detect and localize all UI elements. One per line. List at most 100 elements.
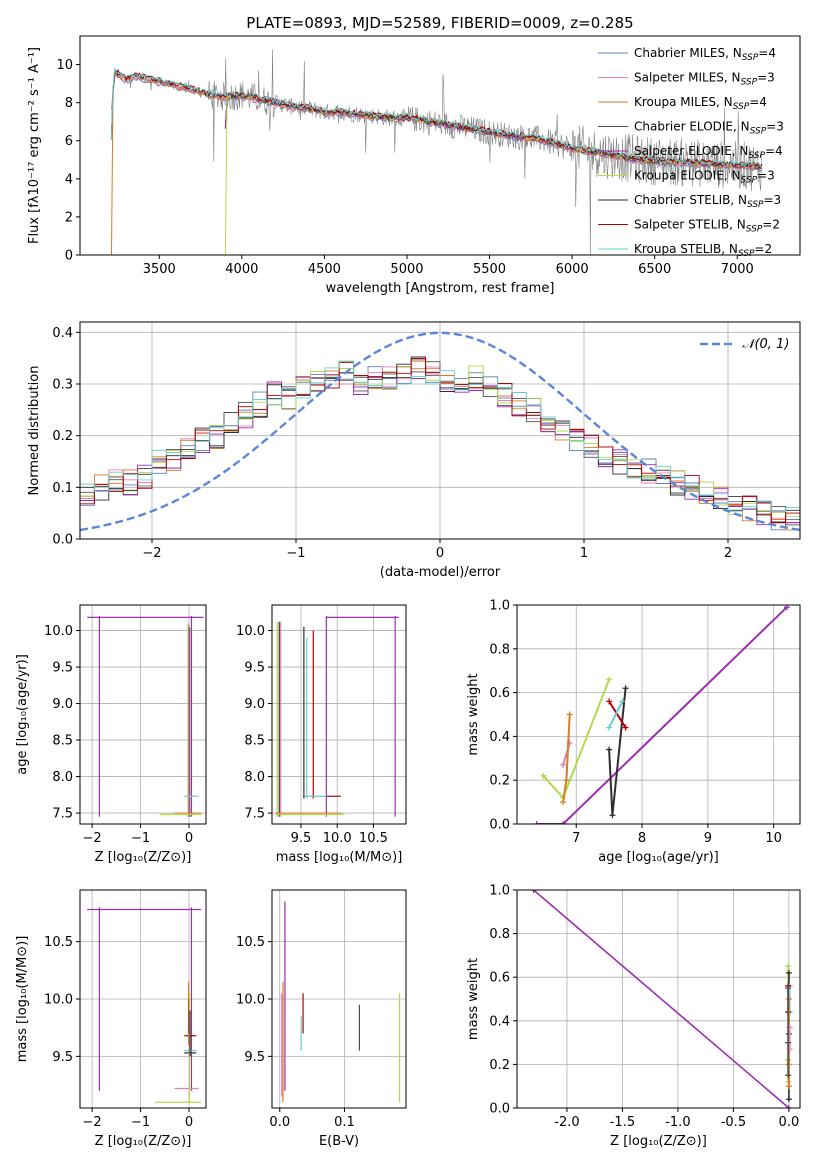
legend-subscript: SSP <box>747 200 764 210</box>
legend-entry: Chabrier MILES, NSSP=4 <box>634 46 776 63</box>
x-tick-label: −2 <box>83 1115 102 1130</box>
plus-marker <box>560 761 567 768</box>
x-tick-label: 0.1 <box>334 1115 355 1130</box>
plot-area <box>517 890 800 1108</box>
y-tick-label: 10.0 <box>44 993 73 1008</box>
x-tick-label: 4000 <box>225 262 258 277</box>
plus-marker <box>785 1105 792 1108</box>
plus-marker <box>530 890 537 893</box>
legend-entry: Kroupa STELIB, NSSP=2 <box>634 242 772 259</box>
plus-marker <box>533 821 540 824</box>
legend-text: Salpeter ELODIE, N <box>634 144 748 158</box>
x-tick-label: −1 <box>131 831 150 846</box>
x-tick-label: −2 <box>142 546 161 561</box>
x-tick-label: -0.5 <box>721 1115 746 1130</box>
plus-marker <box>785 985 792 992</box>
weight_vs_age-panel: 7 8 9 10 0.0 0.2 0.4 0.6 0.8 1.0 age [log₁₀(age/yr… <box>466 599 801 865</box>
weight-line-kroupa_stelib <box>608 700 624 729</box>
y-axis-label: Normed distribution <box>27 366 42 496</box>
y-tick-label: 9.5 <box>244 661 265 676</box>
legend-text: Kroupa MILES, N <box>634 95 733 109</box>
legend-text: Chabrier ELODIE, N <box>634 120 750 134</box>
plot-area <box>272 605 406 824</box>
x-tick-label: -2.0 <box>554 1115 579 1130</box>
plus-marker <box>566 711 573 718</box>
weight-line-salpeter_elodie <box>536 606 788 824</box>
axes-frame <box>79 35 801 256</box>
plot-area <box>272 890 406 1108</box>
x-tick-label: 0 <box>436 546 444 561</box>
spectrum-panel: 3500 4000 4500 5000 5500 6000 6500 7000 0 2 4 6 8 10 w… <box>27 35 801 296</box>
legend-count: =4 <box>758 46 776 60</box>
axes-frame <box>516 889 801 1109</box>
y-tick-label: 0.8 <box>489 927 510 942</box>
legend-count: =3 <box>766 120 784 134</box>
legend-count: =2 <box>762 218 780 232</box>
y-tick-label: 9.5 <box>52 1050 73 1065</box>
mass_vs_Z-panel: −2 −1 0 9.5 10.0 10.5 Z [log₁₀(Z/Z⊙)] mass [log… <box>15 889 207 1149</box>
y-tick-label: 1.0 <box>489 884 510 899</box>
x-tick-label: -1.0 <box>665 1115 690 1130</box>
y-tick-label: 0 <box>65 249 73 264</box>
y-tick-label: 10 <box>56 58 73 73</box>
weight-line-chabrier_stelib <box>608 688 627 816</box>
legend-subscript: SSP <box>748 151 765 161</box>
legend-entry: Chabrier STELIB, NSSP=3 <box>634 193 781 210</box>
y-tick-label: 1.0 <box>489 599 510 614</box>
mass_vs_ebv-panel: 0.0 0.1 9.5 10.0 10.5 E(B-V) <box>236 889 407 1149</box>
plus-marker <box>785 1072 792 1079</box>
model-spectrum-kroupa_stelib <box>110 68 763 168</box>
x-tick-label: 0 <box>185 831 193 846</box>
x-tick-label: 0.0 <box>269 1115 290 1130</box>
legend-entry: 𝒩(0, 1) <box>742 337 789 352</box>
y-tick-label: 10.0 <box>236 993 265 1008</box>
y-tick-label: 0.8 <box>489 642 510 657</box>
x-axis-label: Z [log₁₀(Z/Z⊙)] <box>610 1134 707 1149</box>
y-tick-label: 0.2 <box>489 1058 510 1073</box>
legend-subscript: SSP <box>742 53 759 63</box>
plus-marker <box>785 1083 792 1090</box>
y-tick-label: 0.4 <box>489 730 510 745</box>
plus-marker <box>609 812 616 819</box>
axes-frame <box>271 604 407 825</box>
y-tick-label: 8.0 <box>52 770 73 785</box>
x-tick-label: 10.0 <box>323 831 352 846</box>
legend-count: =2 <box>754 242 772 256</box>
y-tick-label: 0.4 <box>52 326 73 341</box>
y-tick-label: 9.0 <box>52 697 73 712</box>
plus-marker <box>785 969 792 976</box>
legend-subscript: SSP <box>733 102 750 112</box>
y-tick-label: 0.4 <box>489 1014 510 1029</box>
legend-text: Kroupa ELODIE, N <box>634 169 741 183</box>
y-tick-label: 6 <box>65 134 73 149</box>
weight_vs_Z-panel: -2.0 -1.5 -1.0 -0.5 0.0 0.0 0.2 0.4 0.6 0.8 1.0 Z [… <box>466 884 801 1149</box>
plot-area <box>80 890 206 1108</box>
plot-area <box>110 49 763 255</box>
plus-marker <box>606 698 613 705</box>
age_vs_mass-panel: 9.5 10.0 10.5 7.5 8.0 8.5 9.0 9.5 10.0 mass [log₁… <box>236 604 407 865</box>
y-tick-label: 2 <box>65 210 73 225</box>
y-tick-label: 0.0 <box>489 1102 510 1117</box>
x-tick-label: −1 <box>286 546 305 561</box>
axes-frame <box>516 604 801 825</box>
x-tick-label: −1 <box>131 1115 150 1130</box>
y-tick-label: 9.0 <box>244 697 265 712</box>
x-axis-label: age [log₁₀(age/yr)] <box>598 850 719 865</box>
y-tick-label: 7.5 <box>52 807 73 822</box>
y-tick-label: 10.5 <box>236 935 265 950</box>
y-tick-label: 7.5 <box>244 807 265 822</box>
weight-line-salpeter_stelib <box>608 700 627 729</box>
x-tick-label: 10 <box>765 831 782 846</box>
x-tick-label: 3500 <box>143 262 176 277</box>
x-axis-label: Z [log₁₀(Z/Z⊙)] <box>95 1134 192 1149</box>
legend-entry: Kroupa ELODIE, NSSP=3 <box>634 169 775 186</box>
x-tick-label: 5000 <box>390 262 423 277</box>
plus-marker <box>619 698 626 705</box>
y-tick-label: 8.5 <box>244 734 265 749</box>
legend-count: =4 <box>749 95 767 109</box>
y-tick-label: 9.5 <box>244 1050 265 1065</box>
legend-subscript: SSP <box>741 78 758 88</box>
x-axis-label: E(B-V) <box>319 1134 359 1149</box>
x-tick-label: 2 <box>724 546 732 561</box>
